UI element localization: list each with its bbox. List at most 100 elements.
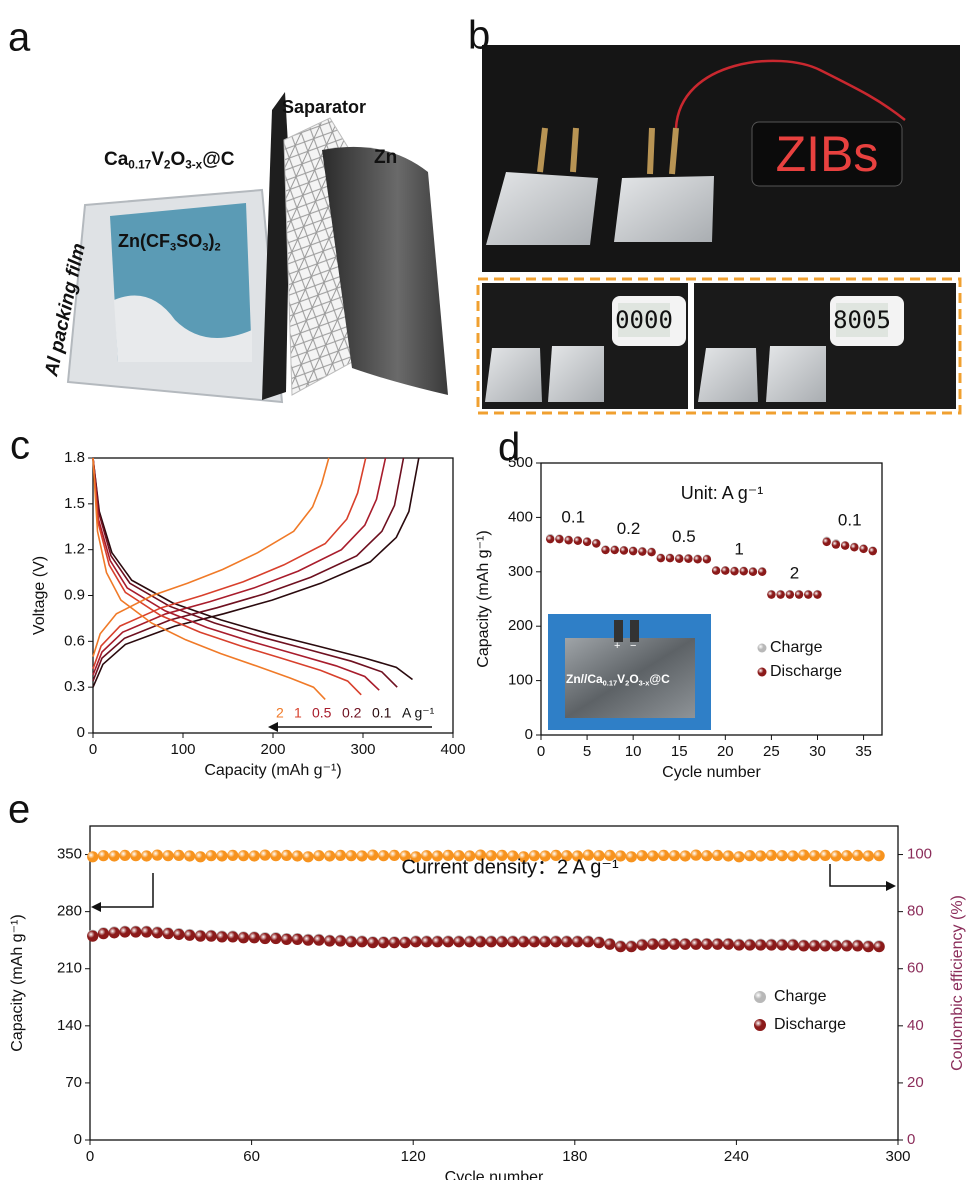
timer-text: 0000 bbox=[615, 306, 673, 334]
data-point bbox=[657, 554, 665, 562]
panel-label: b bbox=[468, 14, 490, 58]
data-point bbox=[292, 850, 303, 861]
legend-marker bbox=[758, 644, 767, 653]
data-point bbox=[184, 930, 195, 941]
discharge-curve bbox=[93, 458, 413, 680]
data-point bbox=[346, 936, 357, 947]
data-point bbox=[464, 936, 475, 947]
x-tick-label: 0 bbox=[86, 1148, 94, 1165]
charge-curve bbox=[93, 458, 419, 687]
legend-marker bbox=[754, 1019, 766, 1031]
text-part: @C bbox=[649, 672, 670, 686]
data-point bbox=[270, 850, 281, 861]
data-point bbox=[313, 935, 324, 946]
y-tick-label: 200 bbox=[508, 617, 533, 634]
data-point bbox=[313, 850, 324, 861]
text-part: Zn(CF bbox=[118, 231, 170, 251]
data-point bbox=[367, 850, 378, 861]
rate-label: 0.1 bbox=[838, 510, 862, 529]
x-tick-label: 25 bbox=[763, 743, 780, 760]
data-point bbox=[184, 850, 195, 861]
x-tick-label: 240 bbox=[724, 1148, 749, 1165]
pouch bbox=[614, 176, 714, 242]
y-tick-label: 0 bbox=[525, 726, 533, 743]
data-point bbox=[335, 850, 346, 861]
data-point bbox=[733, 851, 744, 862]
y-tick-label: 1.2 bbox=[64, 541, 85, 558]
data-point bbox=[852, 850, 863, 861]
text-part: Zn//Ca bbox=[566, 672, 603, 686]
y2-tick-label: 0 bbox=[907, 1131, 915, 1148]
x-tick-label: 100 bbox=[170, 741, 195, 758]
data-point bbox=[777, 850, 788, 861]
data-point bbox=[529, 936, 540, 947]
data-point bbox=[206, 931, 217, 942]
charge-curve bbox=[93, 458, 366, 669]
data-point bbox=[830, 850, 841, 861]
data-point bbox=[130, 850, 141, 861]
rate-label: 1 bbox=[734, 540, 743, 559]
data-point bbox=[830, 940, 841, 951]
pouch bbox=[766, 346, 826, 402]
data-point bbox=[680, 939, 691, 950]
data-point bbox=[601, 546, 609, 554]
data-point bbox=[583, 936, 594, 947]
data-point bbox=[592, 539, 600, 547]
data-point bbox=[346, 850, 357, 861]
text-part: O bbox=[629, 672, 638, 686]
text-part: 0.17 bbox=[128, 159, 151, 172]
data-point bbox=[675, 555, 683, 563]
data-point bbox=[669, 939, 680, 950]
data-point bbox=[593, 937, 604, 948]
text-part: @C bbox=[202, 149, 235, 170]
data-point bbox=[798, 850, 809, 861]
arrow-head bbox=[268, 722, 278, 732]
x-tick-label: 180 bbox=[562, 1148, 587, 1165]
data-point bbox=[367, 937, 378, 948]
data-point bbox=[658, 939, 669, 950]
plot-frame bbox=[93, 458, 453, 733]
data-point bbox=[281, 934, 292, 945]
panel-label: c bbox=[10, 424, 30, 468]
data-point bbox=[744, 939, 755, 950]
data-point bbox=[249, 850, 260, 861]
data-point bbox=[604, 939, 615, 950]
panel-label: e bbox=[8, 788, 30, 832]
data-point bbox=[804, 590, 812, 598]
legend-label: Charge bbox=[770, 639, 823, 656]
discharge-curve bbox=[93, 458, 379, 690]
text-part: 0.17 bbox=[603, 679, 617, 688]
data-point bbox=[443, 936, 454, 947]
data-point bbox=[564, 536, 572, 544]
data-point bbox=[227, 931, 238, 942]
data-point bbox=[550, 936, 561, 947]
pouch bbox=[548, 346, 604, 402]
text-part: Ca bbox=[104, 149, 129, 170]
rate-label: 0.2 bbox=[617, 519, 641, 538]
y2-tick-label: 60 bbox=[907, 960, 924, 977]
data-point bbox=[755, 939, 766, 950]
legend-marker bbox=[754, 991, 766, 1003]
data-point bbox=[615, 941, 626, 952]
y-tick-label: 350 bbox=[57, 846, 82, 863]
data-point bbox=[98, 928, 109, 939]
figure: ZIBs 0000 8005 abcdeSaparatorCa0.17V2O3-… bbox=[0, 0, 969, 1180]
charge-curve bbox=[93, 458, 386, 675]
x-tick-label: 35 bbox=[855, 743, 872, 760]
data-point bbox=[701, 850, 712, 861]
data-point bbox=[432, 936, 443, 947]
data-point bbox=[712, 939, 723, 950]
data-point bbox=[410, 936, 421, 947]
legend-label: Discharge bbox=[774, 1016, 846, 1033]
y-axis-label: Voltage (V) bbox=[31, 556, 48, 635]
data-point bbox=[730, 567, 738, 575]
data-point bbox=[620, 546, 628, 554]
arrow-head bbox=[91, 902, 101, 912]
x-tick-label: 60 bbox=[243, 1148, 260, 1165]
data-point bbox=[141, 926, 152, 937]
anode-label: Zn bbox=[374, 147, 397, 168]
data-point bbox=[356, 850, 367, 861]
legend-label: 0.5 bbox=[312, 705, 332, 721]
data-point bbox=[572, 936, 583, 947]
data-point bbox=[206, 850, 217, 861]
